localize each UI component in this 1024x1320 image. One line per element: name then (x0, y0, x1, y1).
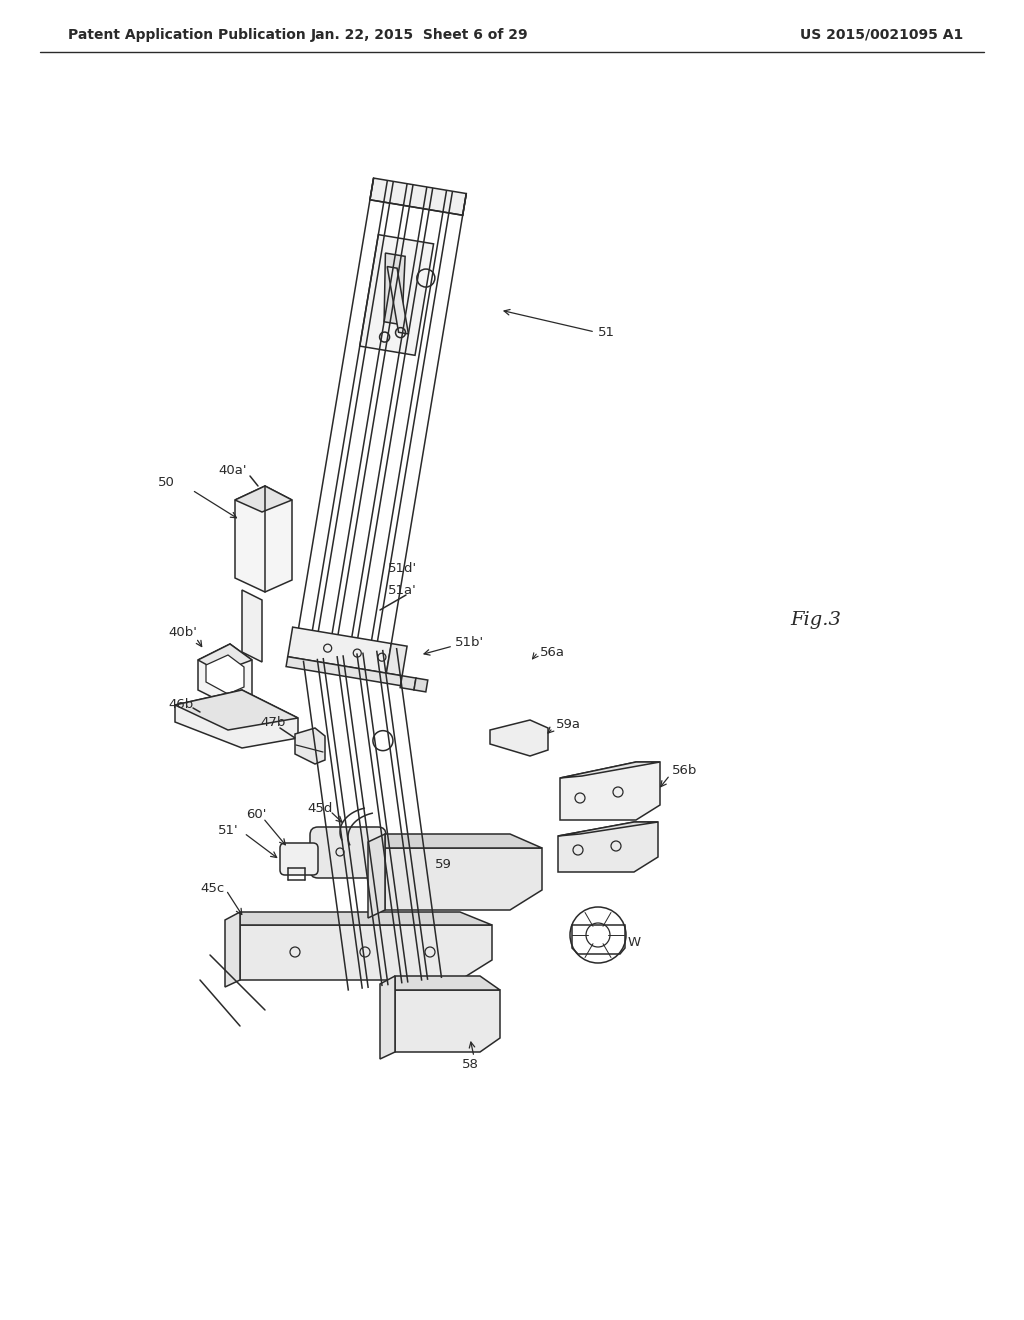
Polygon shape (386, 644, 408, 676)
FancyBboxPatch shape (280, 843, 318, 875)
Text: 59: 59 (435, 858, 452, 871)
Text: Fig.3: Fig.3 (790, 611, 841, 630)
Polygon shape (395, 975, 500, 990)
Polygon shape (387, 267, 409, 334)
Polygon shape (558, 822, 658, 836)
Polygon shape (370, 178, 466, 215)
Polygon shape (400, 676, 416, 690)
Polygon shape (359, 235, 433, 355)
Text: 47b: 47b (260, 715, 286, 729)
Polygon shape (560, 762, 660, 777)
Text: 58: 58 (462, 1057, 479, 1071)
Polygon shape (175, 690, 298, 730)
Polygon shape (240, 925, 492, 979)
Text: Jan. 22, 2015  Sheet 6 of 29: Jan. 22, 2015 Sheet 6 of 29 (311, 28, 528, 42)
Text: 46b: 46b (168, 697, 194, 710)
Polygon shape (286, 657, 402, 685)
Text: 51a': 51a' (388, 583, 417, 597)
Text: 40b': 40b' (168, 626, 197, 639)
Polygon shape (414, 678, 428, 692)
Polygon shape (385, 847, 542, 909)
Polygon shape (384, 253, 406, 325)
Polygon shape (198, 644, 252, 672)
Polygon shape (560, 762, 660, 820)
Polygon shape (295, 729, 325, 764)
Polygon shape (234, 486, 292, 591)
Text: W: W (628, 936, 641, 949)
Polygon shape (175, 690, 298, 748)
Polygon shape (395, 990, 500, 1052)
Polygon shape (206, 655, 244, 694)
Polygon shape (558, 822, 658, 873)
Polygon shape (288, 627, 391, 673)
Text: 51d': 51d' (388, 561, 417, 574)
Text: 45c: 45c (200, 882, 224, 895)
Polygon shape (242, 590, 262, 663)
Text: Patent Application Publication: Patent Application Publication (68, 28, 306, 42)
Text: US 2015/0021095 A1: US 2015/0021095 A1 (800, 28, 964, 42)
Polygon shape (380, 975, 395, 1059)
Text: 51b': 51b' (455, 635, 484, 648)
Text: 60': 60' (246, 808, 266, 821)
Polygon shape (490, 719, 548, 756)
Polygon shape (234, 486, 292, 512)
Text: 45d: 45d (307, 801, 333, 814)
Polygon shape (368, 834, 385, 917)
Polygon shape (198, 644, 252, 706)
Text: 51: 51 (598, 326, 615, 338)
Polygon shape (225, 912, 240, 987)
Text: 50: 50 (158, 475, 175, 488)
Text: 59a: 59a (556, 718, 581, 730)
Polygon shape (240, 912, 492, 925)
FancyBboxPatch shape (310, 828, 386, 878)
Text: 51': 51' (218, 824, 239, 837)
Text: 56a: 56a (540, 645, 565, 659)
Text: 40a': 40a' (218, 463, 247, 477)
Polygon shape (385, 834, 542, 847)
Text: 56b: 56b (672, 763, 697, 776)
